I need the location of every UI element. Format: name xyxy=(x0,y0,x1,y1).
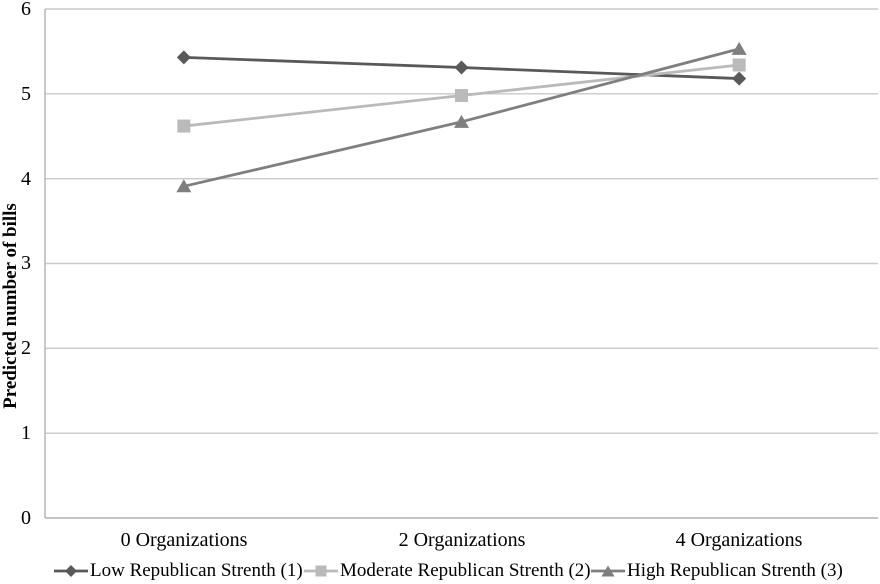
legend-label-moderate: Moderate Republican Strenth (2) xyxy=(340,560,591,581)
y-tick-label-3: 3 xyxy=(21,252,31,274)
x-axis-label-2: 4 Organizations xyxy=(675,529,803,551)
y-tick-label-5: 5 xyxy=(21,83,31,105)
legend-label-low: Low Republican Strenth (1) xyxy=(90,560,303,581)
legend-triangle-marker-icon xyxy=(591,565,625,577)
y-tick-label-4: 4 xyxy=(21,168,31,190)
y-tick-label-1: 1 xyxy=(21,422,31,444)
legend-item-moderate: Moderate Republican Strenth (2) xyxy=(304,560,591,582)
x-axis-label-1: 2 Organizations xyxy=(398,529,526,551)
y-tick-label-0: 0 xyxy=(21,507,31,529)
x-axis-label-0: 0 Organizations xyxy=(120,529,248,551)
y-tick-label-2: 2 xyxy=(21,337,31,359)
y-tick-label-6: 6 xyxy=(21,0,31,20)
legend-diamond-marker-icon xyxy=(54,565,88,577)
legend-item-low: Low Republican Strenth (1) xyxy=(54,560,303,582)
legend-label-high: High Republican Strenth (3) xyxy=(627,560,843,581)
y-axis-title: Predicted number of bills xyxy=(0,203,21,409)
legend-square-marker-icon xyxy=(304,565,338,577)
legend-item-high: High Republican Strenth (3) xyxy=(591,560,843,582)
